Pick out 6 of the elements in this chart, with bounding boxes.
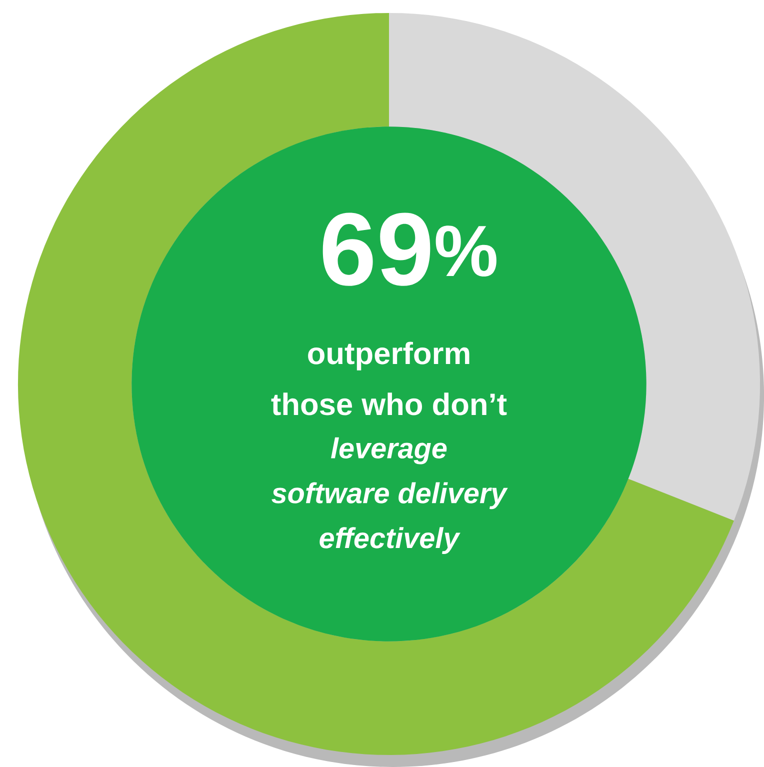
text: 69$^{%}$ — [322, 212, 496, 286]
text: those who don’t — [271, 392, 507, 416]
text: outperform — [308, 342, 470, 370]
text: software delivery — [272, 482, 508, 510]
text: effectively — [320, 527, 460, 554]
text: leverage — [331, 437, 447, 464]
